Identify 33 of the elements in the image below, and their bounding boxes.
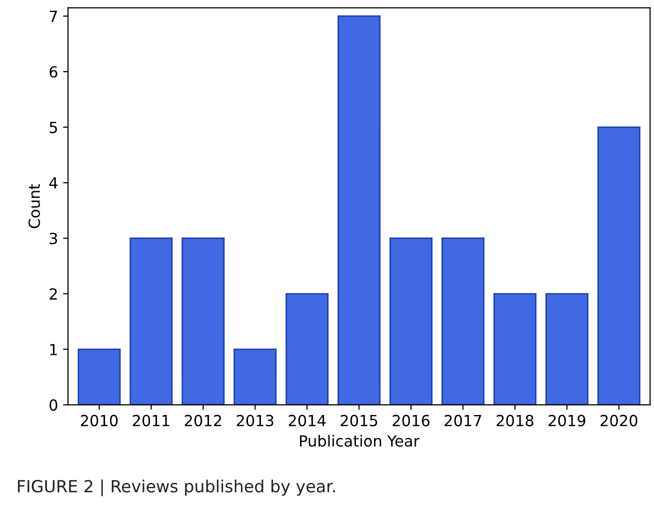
y-tick-label: 7: [50, 10, 57, 22]
bar: [182, 238, 225, 405]
x-tick-label: 2012: [184, 414, 222, 426]
bar: [78, 348, 121, 405]
y-tick-label: 2: [50, 288, 57, 300]
bar: [597, 126, 640, 405]
bar: [493, 293, 536, 405]
bar: [545, 293, 588, 405]
x-tick-label: 2011: [132, 414, 170, 426]
x-tick-label: 2017: [444, 414, 482, 426]
bar: [286, 293, 329, 405]
bar: [442, 238, 484, 405]
y-tick-label: 4: [49, 177, 58, 189]
bar: [234, 348, 277, 405]
x-tick-label: 2015: [340, 414, 378, 426]
bar: [130, 238, 173, 405]
x-tick-label: 2019: [548, 414, 586, 426]
y-tick-label: 3: [50, 232, 58, 244]
y-axis-title: Count: [28, 184, 40, 228]
x-tick-label: 2010: [80, 414, 118, 426]
y-tick-label: 1: [50, 344, 57, 356]
x-tick-label: 2016: [392, 414, 430, 426]
bar: [390, 238, 432, 405]
x-tick-label: 2018: [496, 414, 534, 426]
x-tick-label: 2020: [600, 414, 638, 426]
x-tick-label: 2013: [236, 414, 274, 426]
y-tick-label: 6: [50, 66, 58, 78]
caption: FIGURE 2 | Reviews published by year.: [18, 480, 335, 496]
y-tick-label: 5: [50, 122, 57, 134]
bar: [338, 15, 381, 405]
x-axis-title: Publication Year: [300, 434, 420, 447]
x-tick-label: 2014: [288, 414, 326, 426]
y-tick-label: 0: [50, 399, 58, 411]
